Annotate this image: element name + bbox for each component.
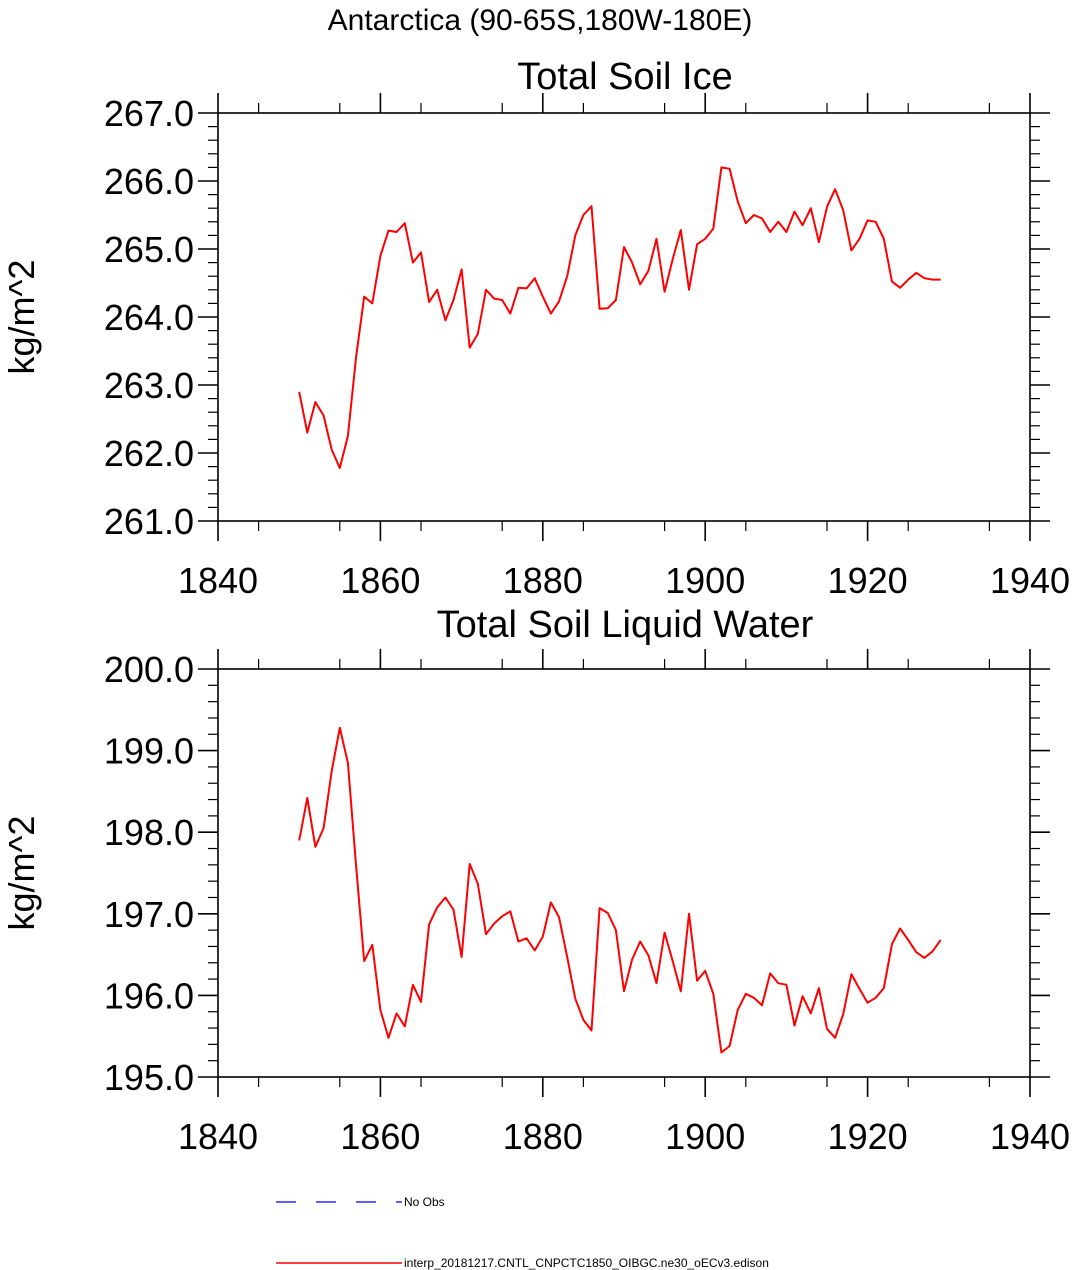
y-axis-label: kg/m^2: [1, 816, 42, 931]
series-line: [298, 166, 941, 469]
x-tick-label: 1880: [503, 560, 583, 601]
figure-title: Antarctica (90-65S,180W-180E): [328, 4, 753, 37]
x-tick-label: 1920: [828, 560, 908, 601]
y-tick-label: 264.0: [104, 297, 194, 338]
series-line: [298, 726, 942, 1054]
y-tick-label: 263.0: [104, 365, 194, 406]
y-tick-label: 200.0: [104, 649, 194, 690]
x-tick-label: 1880: [503, 1116, 583, 1157]
x-tick-label: 1920: [828, 1116, 908, 1157]
y-tick-label: 199.0: [104, 731, 194, 772]
y-tick-label: 261.0: [104, 501, 194, 542]
panel-total-soil-ice: Total Soil Ice kg/m^2 1840 1860 1880 1900 19…: [1, 56, 1070, 601]
x-tick-label: 1840: [178, 1116, 258, 1157]
panel-title: Total Soil Liquid Water: [437, 604, 814, 646]
y-tick-label: 262.0: [104, 433, 194, 474]
legend-label-model-run: interp_20181217.CNTL_CNPCTC1850_OIBGC.ne…: [404, 1256, 769, 1270]
legend: No Obs interp_20181217.CNTL_CNPCTC1850_O…: [276, 1195, 769, 1270]
x-tick-label: 1940: [990, 1116, 1070, 1157]
x-tick-label: 1900: [665, 560, 745, 601]
x-tick-label: 1860: [340, 560, 420, 601]
x-tick-label: 1940: [990, 560, 1070, 601]
y-tick-label: 197.0: [104, 894, 194, 935]
x-tick-label: 1860: [340, 1116, 420, 1157]
x-tick-label: 1900: [665, 1116, 745, 1157]
y-tick-label: 195.0: [104, 1057, 194, 1098]
y-tick-label: 198.0: [104, 812, 194, 853]
panel-title: Total Soil Ice: [517, 56, 732, 98]
legend-label-no-obs: No Obs: [404, 1195, 445, 1209]
plot-frame: [217, 112, 1031, 522]
x-tick-label: 1840: [178, 560, 258, 601]
y-tick-label: 266.0: [104, 161, 194, 202]
y-tick-label: 267.0: [104, 93, 194, 134]
panel-total-soil-liquid-water: Total Soil Liquid Water kg/m^2 1840 1860 1…: [1, 604, 1070, 1157]
y-tick-label: 265.0: [104, 229, 194, 270]
y-tick-label: 196.0: [104, 975, 194, 1016]
y-axis-label: kg/m^2: [1, 260, 42, 375]
plot-frame: [217, 668, 1031, 1078]
